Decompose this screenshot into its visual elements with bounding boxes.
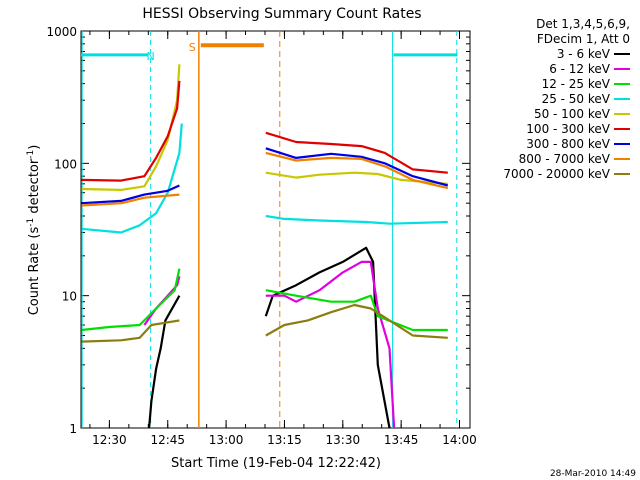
series-line-7 (265, 151, 449, 190)
saa-label: S (189, 41, 196, 54)
x-tick-label: 13:00 (209, 433, 244, 447)
y-axis-label-part1: Count Rate (s (27, 227, 42, 316)
series-line-8 (81, 319, 180, 343)
y-tick-label: 100 (54, 157, 77, 171)
legend-label: 50 - 100 keV (534, 107, 611, 121)
x-tick-label: 12:45 (150, 433, 185, 447)
series-line-3 (81, 123, 183, 234)
y-tick-label: 1 (69, 422, 77, 436)
legend-label: 3 - 6 keV (557, 47, 611, 61)
x-axis-label: Start Time (19-Feb-04 12:22:42) (171, 456, 381, 471)
series-line-1 (265, 260, 396, 429)
series-line-0 (264, 246, 391, 429)
x-tick-label: 12:30 (92, 433, 127, 447)
x-tick-label: 14:00 (442, 433, 477, 447)
legend-label: 7000 - 20000 keV (503, 167, 610, 181)
series-line-5 (265, 131, 448, 174)
night-label: N (147, 50, 155, 63)
series-line-3 (265, 214, 448, 225)
series-line-8 (265, 303, 448, 339)
y-axis-label-sup1: -1 (26, 218, 36, 227)
legend-label: 100 - 300 keV (526, 122, 610, 136)
series-line-6 (265, 147, 449, 187)
y-tick-label: 1000 (46, 25, 77, 39)
y-axis-label-part3: ) (27, 145, 42, 150)
x-tick-label: 13:45 (384, 433, 419, 447)
series-line-5 (81, 80, 181, 182)
y-axis-label-part2: detector (27, 158, 42, 218)
legend-label: 800 - 7000 keV (519, 152, 611, 166)
legend-label: 300 - 800 keV (526, 137, 610, 151)
plot-frame (80, 30, 471, 429)
series-line-4 (81, 64, 181, 191)
legend-label: 6 - 12 keV (549, 62, 611, 76)
observing-markers: NS (81, 31, 458, 428)
x-tick-label: 13:30 (326, 433, 361, 447)
series-line-6 (81, 184, 180, 205)
legend-header-2: FDecim 1, Att 0 (537, 32, 630, 46)
y-tick-label: 10 (62, 290, 77, 304)
y-axis-label-sup2: -1 (26, 150, 36, 159)
series-line-7 (81, 193, 180, 207)
chart-title: HESSI Observing Summary Count Rates (142, 6, 421, 22)
legend-label: 25 - 50 keV (542, 92, 611, 106)
series-line-2 (265, 289, 448, 332)
series-line-4 (265, 171, 448, 185)
series-line-1 (143, 276, 181, 326)
footer-timestamp: 28-Mar-2010 14:49 (550, 469, 636, 479)
legend-header-1: Det 1,3,4,5,6,9, (536, 17, 630, 31)
x-axis: 12:30 12:45 13:00 13:15 13:30 13:45 14:00 (89, 31, 477, 447)
legend-label: 12 - 25 keV (542, 77, 611, 91)
y-axis-label: Count Rate (s-1 detector-1) (26, 145, 42, 316)
x-tick-label: 13:15 (267, 433, 302, 447)
series-layer (81, 64, 449, 429)
series-line-2 (81, 268, 181, 332)
series-line-0 (148, 295, 181, 429)
